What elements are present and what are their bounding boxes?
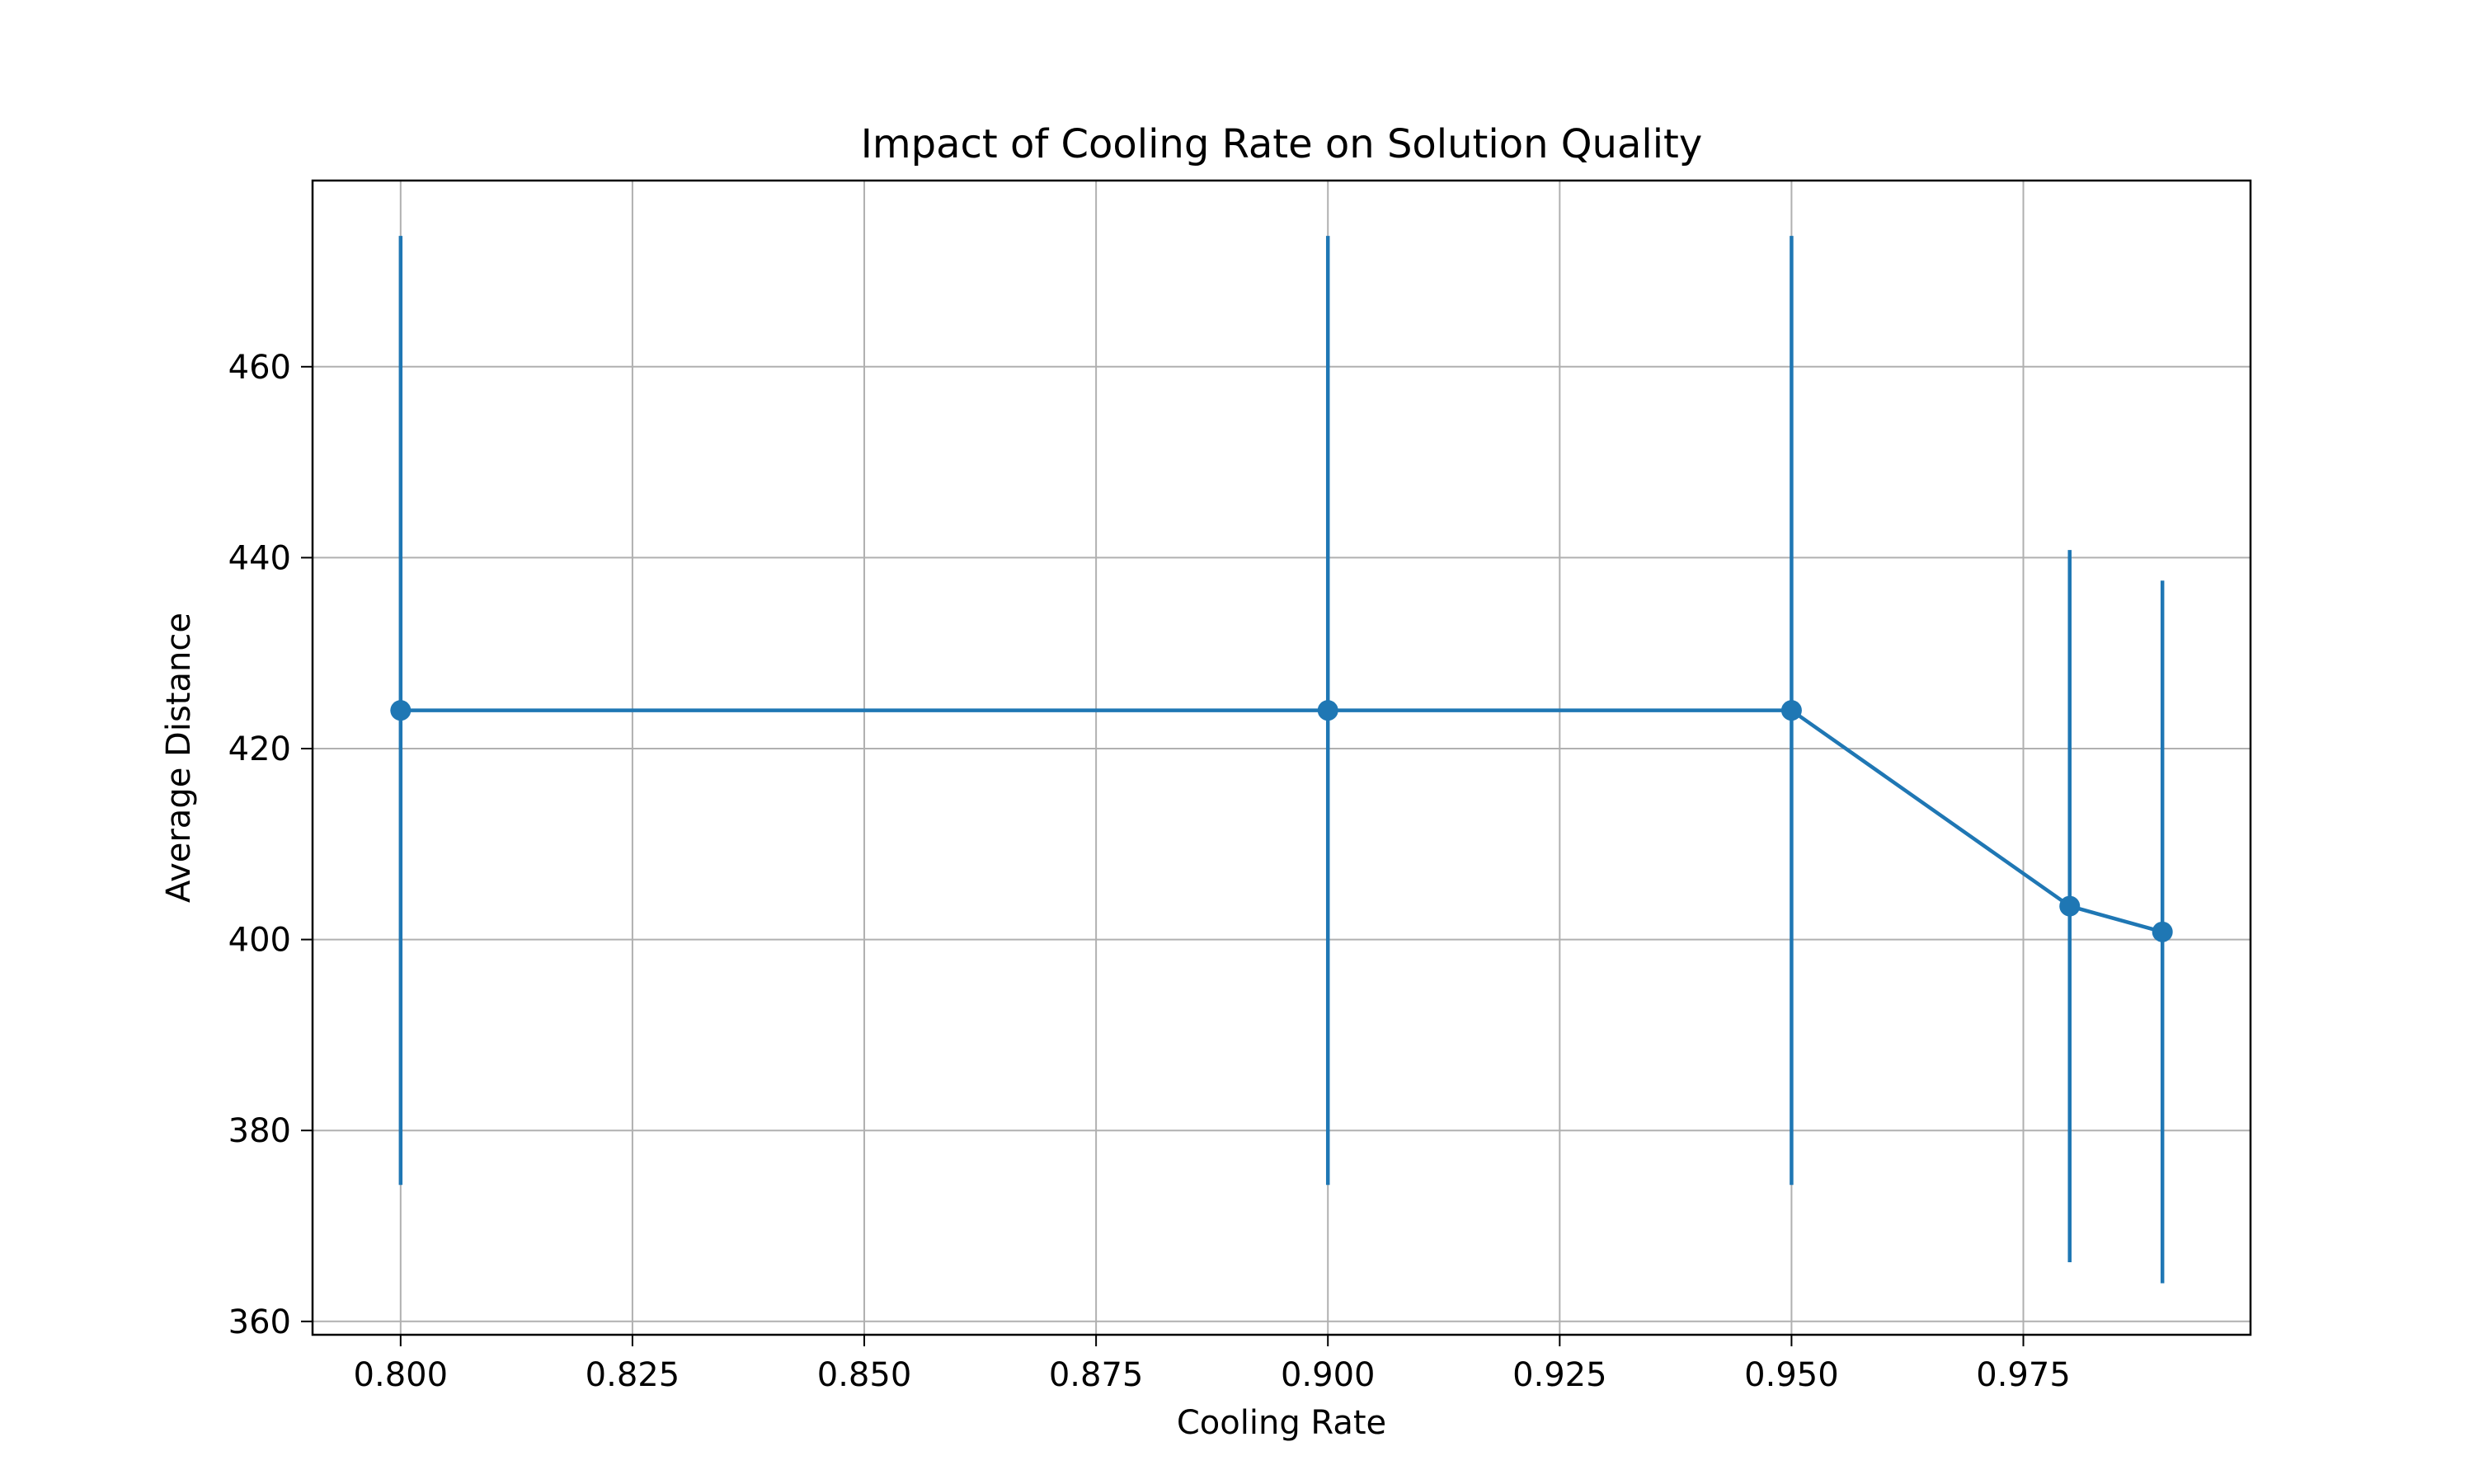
x-tick-label: 0.850 (817, 1356, 912, 1394)
data-point (1780, 700, 1802, 721)
x-tick-label: 0.875 (1049, 1356, 1144, 1394)
y-tick-label: 400 (228, 922, 291, 960)
x-tick-label: 0.950 (1744, 1356, 1839, 1394)
data-point (2152, 921, 2173, 942)
x-axis-label: Cooling Rate (1177, 1404, 1386, 1442)
chart-title: Impact of Cooling Rate on Solution Quali… (861, 121, 1703, 167)
x-tick-label: 0.975 (1976, 1356, 2071, 1394)
x-tick-label: 0.800 (354, 1356, 449, 1394)
data-series (390, 236, 2173, 1284)
data-point (1317, 700, 1338, 721)
y-axis-label: Average Distance (160, 613, 198, 903)
axis-ticks: 0.800 0.825 0.850 0.875 0.900 0.925 0.950 0.975… (228, 349, 2071, 1394)
plot-frame (311, 179, 2252, 1336)
y-tick-label: 460 (228, 349, 291, 387)
y-tick-label: 360 (228, 1303, 291, 1341)
x-tick-label: 0.925 (1512, 1356, 1607, 1394)
y-tick-label: 420 (228, 730, 291, 768)
data-point (390, 700, 412, 721)
y-tick-label: 380 (228, 1112, 291, 1150)
grid (313, 181, 2251, 1335)
data-point (2059, 895, 2081, 917)
y-tick-label: 440 (228, 539, 291, 577)
x-tick-label: 0.825 (586, 1356, 680, 1394)
x-tick-label: 0.900 (1281, 1356, 1376, 1394)
